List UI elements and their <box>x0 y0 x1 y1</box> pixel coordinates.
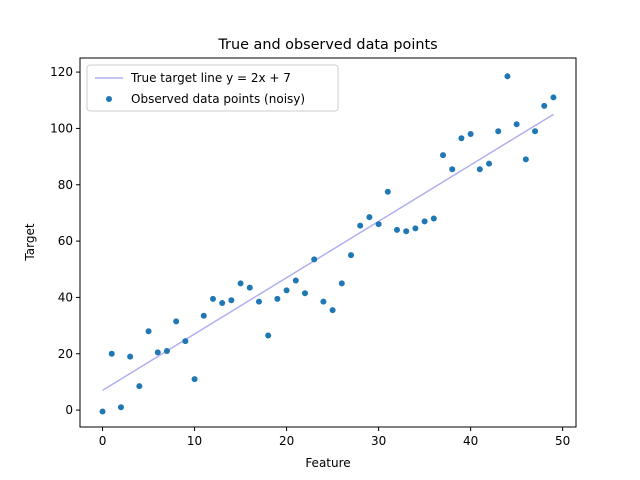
plot-area <box>99 73 557 415</box>
data-point <box>219 300 226 307</box>
y-tick-label: 60 <box>58 234 73 248</box>
axes-frame <box>79 57 577 428</box>
x-axis-label: Feature <box>305 456 350 470</box>
data-point <box>117 404 124 411</box>
data-point <box>301 290 308 297</box>
y-tick-label: 100 <box>50 121 73 135</box>
data-point <box>421 218 428 225</box>
data-point <box>136 383 143 390</box>
data-point <box>348 252 355 259</box>
data-point <box>127 353 134 360</box>
data-point <box>394 226 401 233</box>
true-target-line <box>102 113 554 392</box>
data-point <box>366 214 373 221</box>
data-point <box>246 284 253 291</box>
data-point <box>320 298 327 305</box>
data-point <box>412 225 419 232</box>
x-tick-label: 0 <box>99 434 107 448</box>
data-point <box>311 256 318 263</box>
data-point <box>228 297 235 304</box>
data-point <box>163 347 170 354</box>
data-point <box>458 135 465 142</box>
axes: 0 10 20 30 40 50 0 20 40 60 80 100 120 <box>50 57 577 448</box>
x-tick-label: 30 <box>371 434 386 448</box>
legend-point-marker <box>106 96 112 102</box>
data-point <box>550 94 557 101</box>
legend-entry: True target line y = 2x + 7 <box>130 71 291 85</box>
data-point <box>522 156 529 163</box>
data-point <box>292 277 299 284</box>
data-point <box>283 287 290 294</box>
data-point <box>430 215 437 222</box>
legend-entry: Observed data points (noisy) <box>131 92 305 106</box>
data-point <box>541 102 548 109</box>
data-point <box>99 408 106 415</box>
data-point <box>255 298 262 305</box>
y-axis-label: Target <box>23 223 37 261</box>
y-tick-label: 80 <box>58 178 73 192</box>
y-tick-label: 40 <box>58 290 73 304</box>
data-point <box>532 128 539 135</box>
data-point <box>274 295 281 302</box>
legend-box <box>86 64 339 112</box>
data-point <box>145 328 152 335</box>
x-tick-label: 10 <box>187 434 202 448</box>
chart-title: True and observed data points <box>217 37 437 53</box>
data-point <box>449 166 456 173</box>
data-point <box>237 280 244 287</box>
data-point <box>265 332 272 339</box>
data-point <box>403 228 410 235</box>
data-point <box>182 338 189 345</box>
data-point <box>200 312 207 319</box>
data-point <box>173 318 180 325</box>
y-tick-label: 120 <box>50 65 73 79</box>
data-point <box>440 152 447 159</box>
data-point <box>357 222 364 229</box>
y-tick-label: 20 <box>58 347 73 361</box>
data-point <box>338 280 345 287</box>
data-point <box>384 188 391 195</box>
data-point <box>476 166 483 173</box>
data-point <box>467 131 474 138</box>
data-point <box>108 350 115 357</box>
data-point <box>154 349 161 356</box>
x-tick-label: 20 <box>279 434 294 448</box>
data-point <box>495 128 502 135</box>
data-point <box>513 121 520 128</box>
legend: True target line y = 2x + 7 Observed data… <box>86 64 339 112</box>
data-point <box>486 160 493 167</box>
data-point <box>329 307 336 314</box>
data-point <box>209 295 216 302</box>
x-tick-label: 40 <box>463 434 478 448</box>
data-point <box>191 376 198 383</box>
data-point <box>504 73 511 80</box>
x-tick-label: 50 <box>555 434 570 448</box>
y-tick-label: 0 <box>65 403 73 417</box>
data-point <box>375 221 382 228</box>
